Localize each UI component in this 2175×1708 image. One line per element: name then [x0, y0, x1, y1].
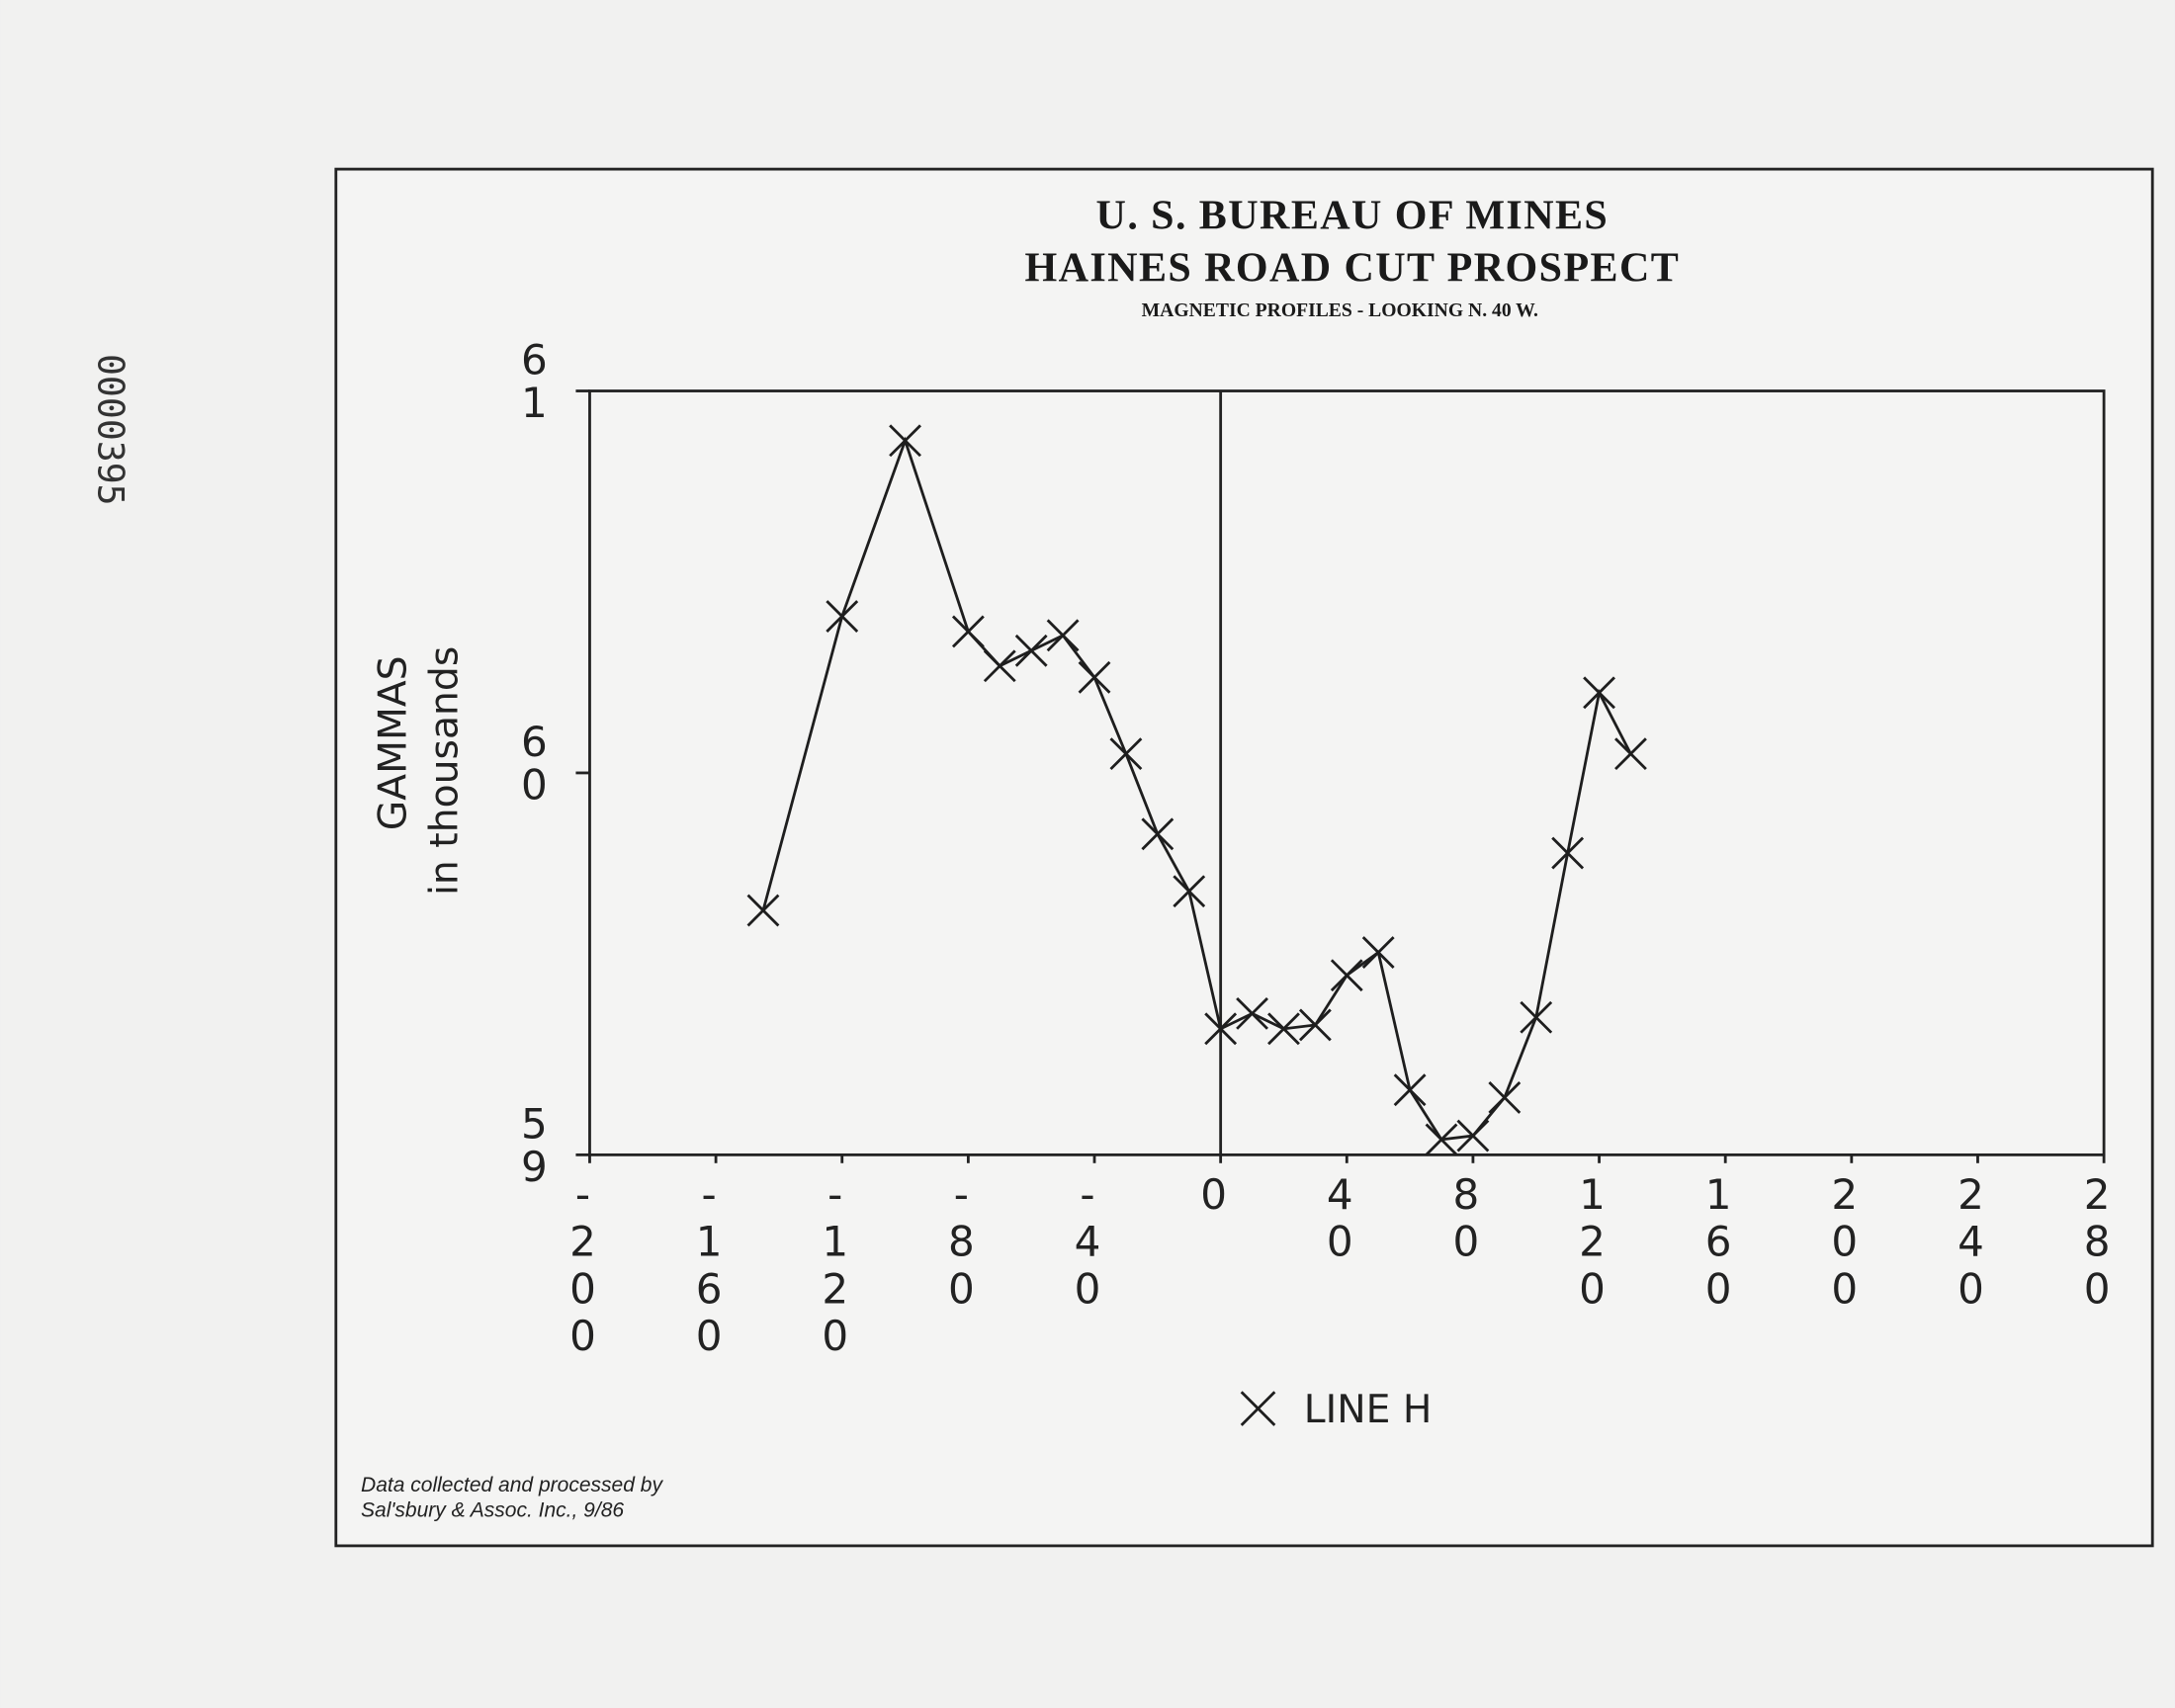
x-marker [1393, 1073, 1427, 1107]
x-tick-label: -1 2 0 [822, 1170, 848, 1360]
x-marker [1109, 737, 1143, 771]
x-tick-label: -8 0 [948, 1170, 975, 1313]
x-marker [951, 615, 985, 648]
x-marker [1361, 936, 1395, 969]
x-marker [1298, 1008, 1332, 1042]
legend-label: LINE H [1304, 1388, 1433, 1432]
frame [334, 167, 2154, 1548]
legend-marker [1240, 1391, 1276, 1426]
x-marker [1173, 875, 1206, 908]
x-tick-label: -1 6 0 [696, 1170, 723, 1360]
footnote: Sal'sbury & Assoc. Inc., 9/86 [361, 1498, 624, 1521]
x-marker [1456, 1119, 1490, 1153]
x-marker [1046, 619, 1080, 652]
chart-subtitle: HAINES ROAD CUT PROSPECT [1025, 246, 1681, 292]
x-tick-label: -4 0 [1075, 1170, 1101, 1313]
x-marker [1520, 1000, 1553, 1034]
chart-title: U. S. BUREAU OF MINES [1096, 193, 1610, 238]
x-marker [1014, 634, 1048, 667]
x-marker [1141, 817, 1174, 851]
x-marker [1078, 660, 1111, 694]
x-marker [1330, 959, 1363, 992]
x-marker [889, 424, 921, 458]
x-marker [1583, 676, 1615, 710]
x-marker [1267, 1012, 1300, 1046]
x-marker [826, 600, 859, 633]
x-tick-label: 0 [1200, 1170, 1227, 1219]
x-marker [746, 894, 780, 927]
page-stamp: 0000395 [89, 354, 131, 506]
footnote: Data collected and processed by [361, 1474, 663, 1496]
y-axis-label: GAMMAS [372, 655, 416, 830]
x-marker [1488, 1080, 1522, 1114]
x-marker [983, 649, 1016, 683]
chart-caption: MAGNETIC PROFILES - LOOKING N. 40 W. [1142, 300, 1538, 321]
x-marker [1236, 996, 1268, 1030]
x-marker [1551, 836, 1585, 870]
x-marker [1614, 737, 1647, 771]
x-marker [1204, 1012, 1238, 1046]
x-marker [1425, 1123, 1458, 1156]
y-axis-label: in thousands [423, 646, 468, 896]
x-tick-label: -2 0 0 [569, 1170, 596, 1360]
